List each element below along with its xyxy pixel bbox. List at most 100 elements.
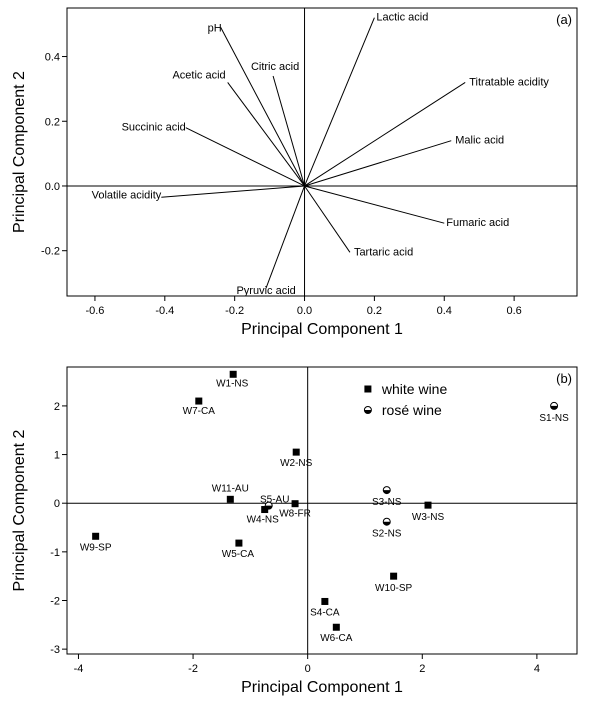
pb-x-tick-label: -4 xyxy=(74,663,84,675)
panel-b-label: (b) xyxy=(556,371,572,386)
pa-x-tick-label: 0.0 xyxy=(297,305,312,317)
panel-a-label: (a) xyxy=(556,12,572,27)
sample-point-w11-au xyxy=(226,495,234,503)
loading-label-malic-acid: Malic acid xyxy=(455,135,504,147)
legend-marker-rose-wine xyxy=(363,406,372,414)
panel-a-y-ticks: -0.2 0.0 0.2 0.4 xyxy=(41,52,67,258)
sample-point-s1-ns xyxy=(550,401,559,410)
sample-point-w4-ns xyxy=(261,506,269,514)
sample-point-s5-au xyxy=(264,501,273,510)
panel-b-y-axis-label: Principal Component 2 xyxy=(11,429,28,591)
sample-point-s2-ns xyxy=(382,517,391,526)
legend-rose-marker-shape xyxy=(363,406,372,414)
panel-a-zero-lines xyxy=(67,8,577,296)
sample-point-w6-ca xyxy=(332,623,340,631)
loading-label-pyruvic-acid: Pyruvic acid xyxy=(236,285,295,297)
loading-label-volatile-acidity: Volatile acidity xyxy=(92,189,162,201)
pa-x-tick-label: -0.2 xyxy=(225,305,244,317)
pa-x-tick-label: -0.4 xyxy=(155,305,174,317)
legend-label-rose-wine: rosé wine xyxy=(382,402,442,418)
panel-b-y-ticks: -3 -2 -1 0 1 2 xyxy=(50,401,67,656)
sample-point-s4-ca xyxy=(321,597,329,605)
panel-a-x-ticks: -0.6 -0.4 -0.2 0.0 0.2 0.4 0.6 xyxy=(85,296,522,317)
pb-y-tick-label: -1 xyxy=(50,547,60,559)
panel-a-plot-frame xyxy=(66,7,578,297)
sample-label-w5-ca: W5-CA xyxy=(222,549,255,560)
pa-y-tick-label: 0.4 xyxy=(45,52,60,64)
pa-x-tick-label: 0.2 xyxy=(367,305,382,317)
loading-label-ph: pH xyxy=(208,22,222,34)
loading-vector-citric-acid xyxy=(272,75,306,187)
sample-point-s3-ns-fill xyxy=(383,490,391,494)
loading-label-citric-acid: Citric acid xyxy=(251,61,299,73)
pb-y-tick-label: 2 xyxy=(54,401,60,413)
sample-label-w8-fr: W8-FR xyxy=(279,509,311,520)
loading-vector-tartaric-acid xyxy=(304,185,351,253)
loading-vector-malic-acid xyxy=(304,140,452,187)
pb-y-tick-label: -3 xyxy=(50,644,60,656)
loading-label-tartaric-acid: Tartaric acid xyxy=(354,246,413,258)
sample-label-w2-ns: W2-NS xyxy=(280,458,313,469)
sample-label-w3-ns: W3-NS xyxy=(412,512,445,523)
legend-rose-marker-shape-fill xyxy=(364,410,372,414)
panel-b-x-ticks: -4 -2 0 2 4 xyxy=(74,654,540,675)
sample-point-w5-ca xyxy=(235,539,243,547)
sample-point-s3-ns xyxy=(382,486,391,495)
sample-label-w10-sp: W10-SP xyxy=(375,583,413,594)
pb-y-tick-label: 1 xyxy=(54,450,60,462)
loading-label-titratable-acidity: Titratable acidity xyxy=(469,76,549,88)
sample-label-s1-ns: S1-NS xyxy=(539,413,569,424)
sample-point-w10-sp xyxy=(390,572,398,580)
legend-label-white-wine: white wine xyxy=(381,381,448,397)
pb-y-tick-label: -2 xyxy=(50,595,60,607)
pa-x-tick-label: 0.6 xyxy=(506,305,521,317)
loading-vector-fumaric-acid xyxy=(304,185,445,224)
panel-b-x-axis-label: Principal Component 1 xyxy=(241,679,403,696)
legend-marker-white-wine xyxy=(364,385,372,393)
sample-point-w8-fr xyxy=(291,500,299,508)
sample-label-w9-sp: W9-SP xyxy=(80,542,112,553)
sample-label-w7-ca: W7-CA xyxy=(183,406,216,417)
pb-y-tick-label: 0 xyxy=(54,498,60,510)
sample-point-s1-ns-fill xyxy=(550,405,558,410)
sample-label-s4-ca: S4-CA xyxy=(310,607,340,618)
panel-a-loading-vectors: Lactic acid pH Citric acid Titratable acidi… xyxy=(92,12,550,297)
pa-y-tick-label: -0.2 xyxy=(41,246,60,258)
loading-vector-succinic-acid xyxy=(185,127,305,187)
loading-label-fumaric-acid: Fumaric acid xyxy=(446,217,509,229)
panel-a-x-axis-label: Principal Component 1 xyxy=(241,321,403,338)
pa-y-tick-label: 0.2 xyxy=(45,116,60,128)
sample-point-w2-ns xyxy=(292,448,300,456)
loading-vector-titratable-acidity xyxy=(304,82,466,187)
loading-label-acetic-acid: Acetic acid xyxy=(172,69,225,81)
loading-vector-ph xyxy=(220,27,305,187)
sample-point-w9-sp xyxy=(92,532,100,540)
pa-y-tick-label: 0.0 xyxy=(45,181,60,193)
pa-x-tick-label: 0.4 xyxy=(437,305,452,317)
loading-vector-lactic-acid xyxy=(304,17,375,187)
loading-vector-volatile-acidity xyxy=(161,185,305,198)
loading-vector-acetic-acid xyxy=(227,82,305,187)
pb-x-tick-label: 4 xyxy=(534,663,540,675)
sample-label-s5-au: S5-AU xyxy=(260,495,289,506)
panel-b-zero-lines xyxy=(67,367,577,654)
sample-label-s3-ns: S3-NS xyxy=(372,497,402,508)
loading-label-succinic-acid: Succinic acid xyxy=(122,122,186,134)
panel-a-y-axis-label: Principal Component 2 xyxy=(11,71,28,233)
loading-label-lactic-acid: Lactic acid xyxy=(376,12,428,24)
loading-vector-pyruvic-acid xyxy=(265,185,306,289)
pb-x-tick-label: 2 xyxy=(419,663,425,675)
panel-b-legend: white wine rosé wine xyxy=(363,381,448,418)
pb-x-tick-label: -2 xyxy=(188,663,198,675)
sample-label-w11-au: W11-AU xyxy=(212,483,249,494)
pb-x-tick-label: 0 xyxy=(305,663,311,675)
sample-label-w6-ca: W6-CA xyxy=(320,633,353,644)
sample-point-w1-ns xyxy=(229,370,237,378)
pa-x-tick-label: -0.6 xyxy=(85,305,104,317)
sample-label-w4-ns: W4-NS xyxy=(247,515,280,526)
sample-label-w1-ns: W1-NS xyxy=(216,378,249,389)
sample-point-s2-ns-fill xyxy=(383,521,391,526)
